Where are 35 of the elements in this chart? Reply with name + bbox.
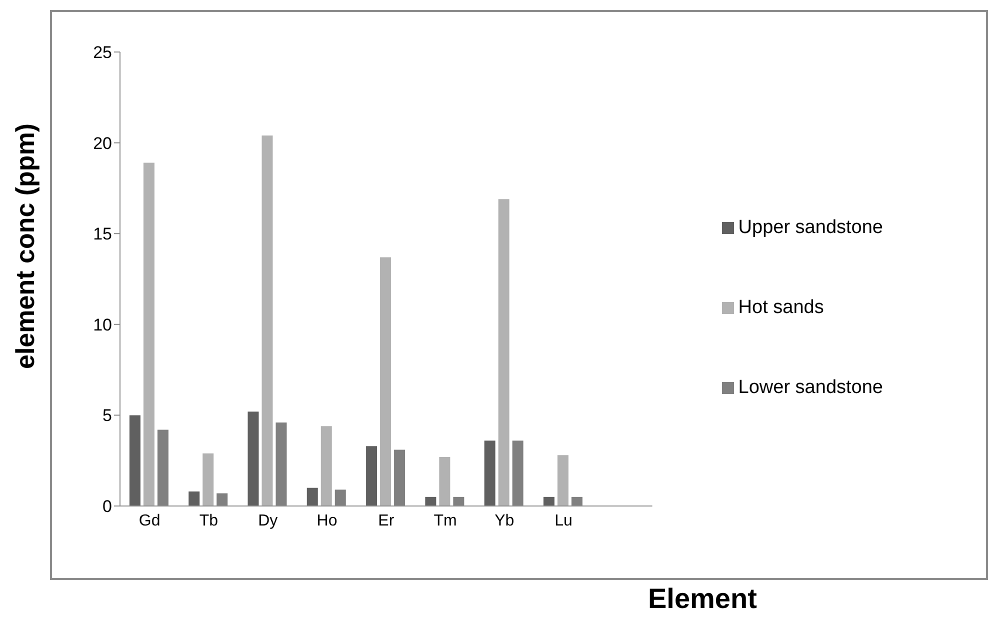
bar bbox=[498, 199, 510, 506]
bar bbox=[262, 136, 273, 506]
x-tick-label: Lu bbox=[554, 512, 572, 530]
bar bbox=[425, 496, 436, 506]
bar bbox=[143, 162, 154, 506]
x-tick-label: Yb bbox=[494, 512, 514, 530]
bar bbox=[320, 426, 332, 506]
x-tick-label: Tb bbox=[199, 512, 218, 530]
x-tick-label: Gd bbox=[138, 512, 160, 530]
y-tick-label: 20 bbox=[93, 134, 112, 153]
bar bbox=[439, 456, 450, 506]
bar bbox=[484, 440, 496, 506]
x-tick-label: Dy bbox=[258, 512, 278, 530]
legend-label: Upper sandstone bbox=[738, 217, 883, 238]
y-tick-label: 25 bbox=[93, 43, 112, 62]
y-tick-label: 15 bbox=[93, 224, 112, 244]
bar bbox=[202, 453, 214, 506]
bar bbox=[129, 415, 140, 506]
legend-label: Hot sands bbox=[738, 297, 824, 318]
x-tick-label: Er bbox=[378, 512, 395, 530]
bar bbox=[380, 257, 392, 506]
x-tick-label: Tm bbox=[434, 512, 457, 530]
bar bbox=[188, 491, 200, 506]
bar bbox=[366, 446, 378, 506]
y-tick-label: 0 bbox=[102, 497, 112, 516]
y-tick-label: 10 bbox=[93, 315, 112, 334]
y-tick-label: 5 bbox=[102, 406, 112, 426]
bar bbox=[306, 488, 318, 506]
bar bbox=[557, 455, 568, 506]
bar bbox=[248, 412, 259, 506]
legend-label: Lower sandstone bbox=[738, 377, 883, 398]
x-tick-label: Ho bbox=[316, 512, 338, 530]
y-axis-title: element conc (ppm) bbox=[10, 123, 40, 369]
bar bbox=[543, 496, 554, 506]
x-axis-title: Element bbox=[648, 583, 757, 615]
